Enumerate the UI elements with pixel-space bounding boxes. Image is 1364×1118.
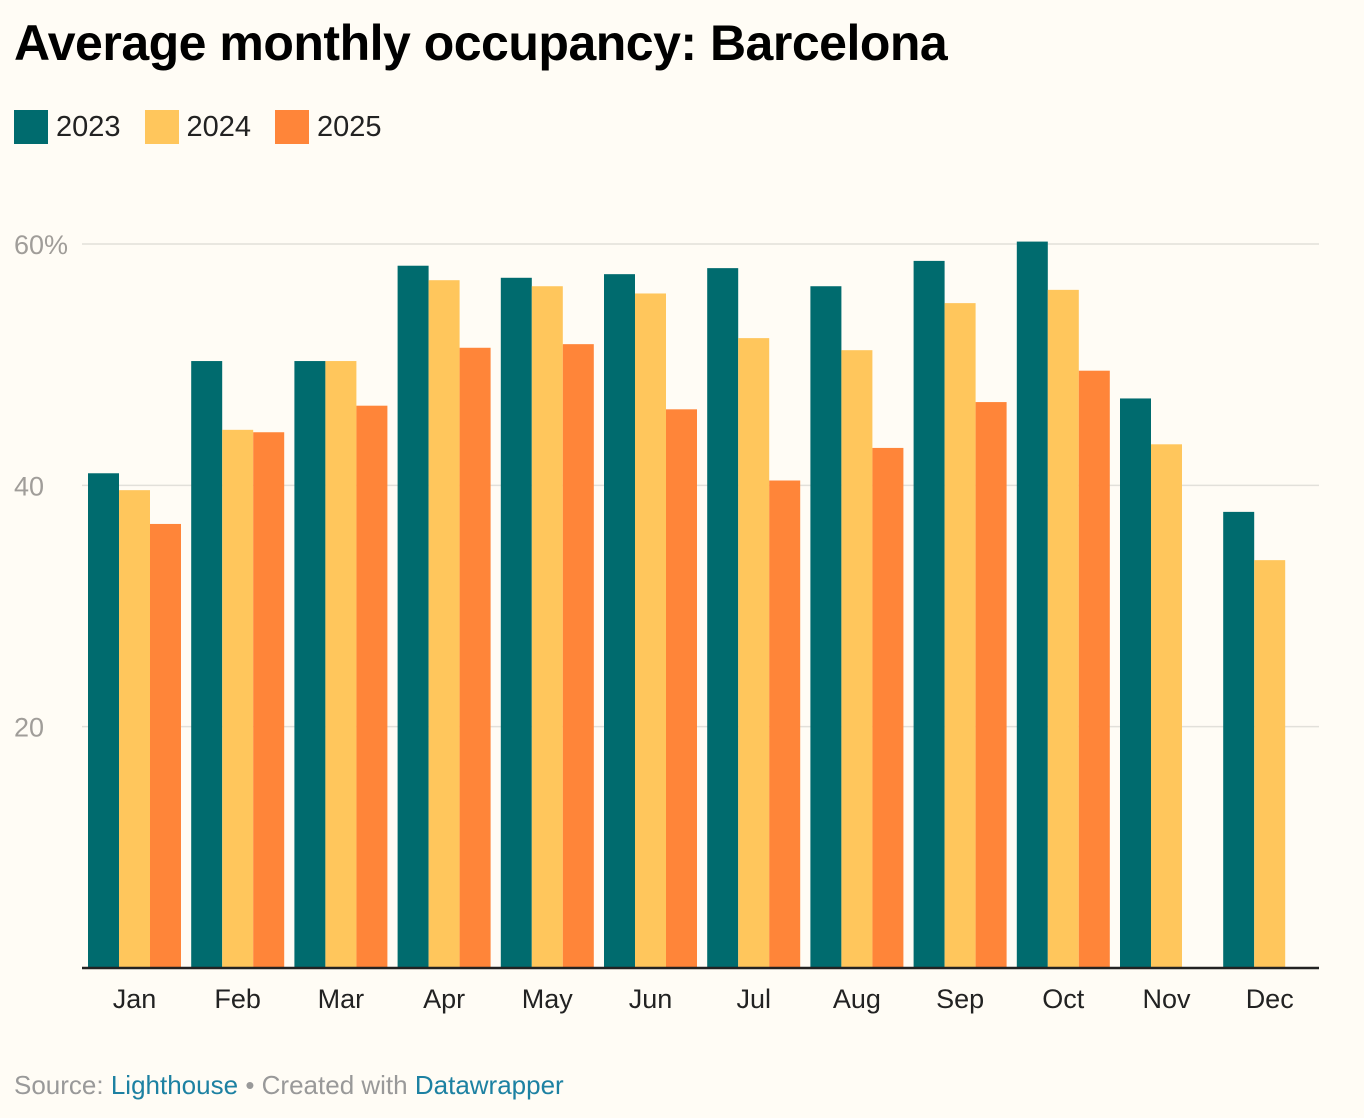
bar-2025-oct	[1078, 370, 1110, 968]
bar-2024-may	[531, 286, 563, 968]
bar-2023-nov	[1120, 398, 1151, 968]
x-tick-label-jan: Jan	[113, 984, 157, 1014]
x-tick-label-dec: Dec	[1246, 984, 1294, 1014]
legend-label-2024: 2024	[186, 110, 252, 143]
bar-2024-jan	[119, 490, 150, 968]
bar-2023-sep	[913, 260, 945, 969]
x-tick-label-aug: Aug	[833, 984, 881, 1014]
chart-title: Average monthly occupancy: Barcelona	[14, 15, 948, 71]
x-tick-label-jul: Jul	[736, 984, 771, 1014]
bar-2025-apr	[459, 347, 491, 969]
bar-2024-aug	[841, 350, 873, 969]
bar-2025-jun	[666, 409, 697, 968]
bar-2025-feb	[253, 432, 285, 968]
footer-separator: •	[245, 1070, 255, 1100]
bar-2023-jun	[604, 274, 635, 969]
source-link[interactable]: Lighthouse	[110, 1070, 239, 1100]
bar-2023-feb	[191, 361, 223, 969]
bar-2024-jul	[738, 338, 770, 968]
datawrapper-link[interactable]: Datawrapper	[414, 1070, 564, 1100]
bar-2024-jun	[635, 293, 666, 968]
bar-2023-oct	[1016, 241, 1048, 968]
created-with-label: Created with	[261, 1070, 408, 1100]
bar-2023-dec	[1223, 511, 1255, 968]
bar-2025-aug	[872, 447, 904, 969]
source-label: Source:	[14, 1070, 104, 1100]
bar-2023-may	[500, 277, 532, 969]
bar-2025-jan	[150, 523, 181, 968]
x-tick-label-sep: Sep	[936, 984, 984, 1014]
y-tick-label-20: 20	[14, 713, 44, 743]
x-tick-label-feb: Feb	[214, 984, 261, 1014]
bar-2023-aug	[810, 286, 842, 968]
bar-2024-sep	[944, 303, 976, 968]
y-tick-label-40: 40	[14, 471, 44, 501]
chart-legend: 2023 2024 2025	[14, 108, 406, 146]
bar-2024-dec	[1254, 560, 1286, 968]
x-tick-label-jun: Jun	[629, 984, 673, 1014]
bar-2024-nov	[1151, 444, 1182, 969]
legend-item-2024: 2024	[144, 110, 252, 144]
bar-2023-apr	[397, 265, 429, 969]
legend-item-2025: 2025	[275, 110, 382, 144]
bar-2025-jul	[769, 480, 801, 968]
bar-2025-may	[562, 344, 594, 968]
bar-2024-oct	[1047, 289, 1079, 968]
x-tick-label-mar: Mar	[318, 984, 365, 1014]
x-tick-label-apr: Apr	[423, 984, 465, 1014]
bar-2024-mar	[325, 361, 357, 969]
bar-2024-apr	[428, 280, 460, 968]
bar-2025-sep	[975, 402, 1007, 968]
legend-swatch-2024	[144, 110, 179, 144]
legend-label-2025: 2025	[317, 110, 382, 143]
bar-2023-jul	[707, 268, 739, 969]
legend-swatch-2023	[14, 110, 48, 144]
chart-footer: Source: Lighthouse • Created with Datawr…	[14, 1070, 564, 1101]
legend-swatch-2025	[275, 110, 310, 144]
x-tick-label-nov: Nov	[1142, 984, 1191, 1014]
x-tick-label-oct: Oct	[1042, 984, 1085, 1014]
x-tick-label-may: May	[522, 984, 574, 1014]
bar-2025-mar	[356, 405, 388, 968]
bar-2023-mar	[294, 361, 326, 969]
legend-item-2023: 2023	[14, 110, 121, 144]
legend-label-2023: 2023	[56, 110, 121, 143]
bar-2024-feb	[222, 429, 254, 968]
bar-2023-jan	[88, 473, 119, 968]
y-tick-label-60: 60%	[14, 230, 68, 260]
